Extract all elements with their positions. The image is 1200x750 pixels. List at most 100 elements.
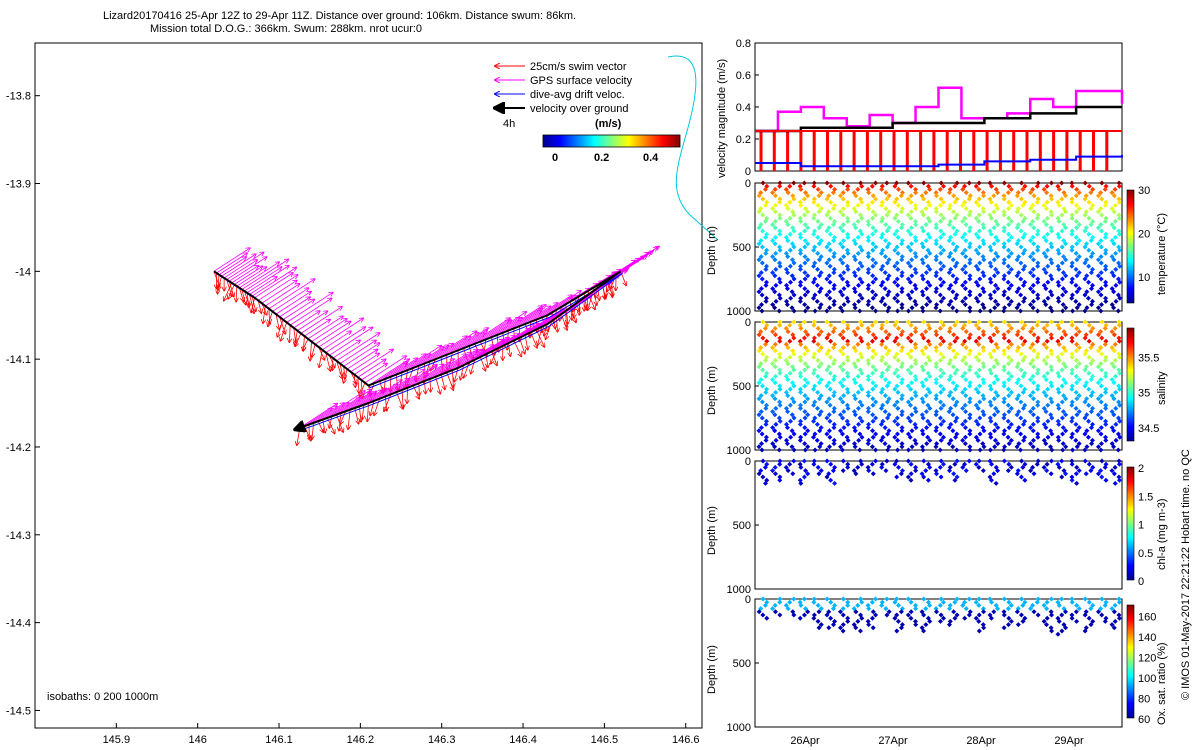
sal-data-point: [1006, 393, 1012, 399]
sal-data-point: [967, 399, 973, 405]
chl-data-point: [772, 471, 778, 477]
temp-data-point: [927, 202, 933, 208]
temp-data-point: [770, 190, 776, 196]
swim-vector: [464, 362, 470, 377]
sal-data-point: [805, 428, 811, 434]
temp-data-point: [798, 250, 804, 256]
swim-vector: [310, 341, 311, 361]
sal-data-point: [912, 373, 918, 379]
sal-data-point: [824, 399, 830, 405]
sal-data-point: [1001, 335, 1007, 341]
sal-data-point: [937, 447, 943, 453]
colorbar-unit-label: (m/s): [595, 118, 622, 130]
temp-data-point: [841, 270, 847, 276]
sal-data-point: [988, 370, 994, 376]
sal-data-point: [1049, 335, 1055, 341]
sal-data-point: [873, 431, 879, 437]
temp-data-point: [962, 199, 968, 205]
sal-data-point: [1103, 402, 1109, 408]
sal-data-point: [756, 428, 762, 434]
temp-data-point: [962, 183, 968, 189]
temp-data-point: [1005, 295, 1011, 301]
sal-data-point: [954, 319, 960, 325]
sal-data-point: [1018, 431, 1024, 437]
temp-data-point: [856, 298, 862, 304]
temp-data-point: [988, 231, 994, 237]
chl-data-point: [760, 474, 766, 480]
sal-data-point: [785, 361, 791, 367]
temp-data-point: [873, 292, 879, 298]
temp-data-point: [758, 238, 764, 244]
temp-data-point: [967, 308, 973, 314]
sal-data-point: [1099, 319, 1105, 325]
temp-data-point: [785, 222, 791, 228]
gps-vector: [385, 358, 417, 380]
sal-data-point: [791, 431, 797, 437]
sal-data-point: [905, 431, 911, 437]
sal-data-point: [805, 412, 811, 418]
chl-data-point: [1098, 468, 1104, 474]
sal-data-point: [995, 425, 1001, 431]
sal-data-point: [844, 402, 850, 408]
sal-data-point: [831, 409, 837, 415]
temp-data-point: [1074, 225, 1080, 231]
sal-data-point: [758, 361, 764, 367]
sal-data-point: [1088, 377, 1094, 383]
sal-data-point: [1056, 389, 1062, 395]
gps-vector: [282, 299, 314, 320]
temp-data-point: [950, 289, 956, 295]
sal-data-point: [838, 444, 844, 450]
sal-data-point: [967, 383, 973, 389]
temp-data-point: [1043, 238, 1049, 244]
sal-data-point: [839, 431, 845, 437]
map-y-tick-label: -14.4: [6, 618, 31, 630]
temp-data-point: [1049, 196, 1055, 202]
sal-data-point: [938, 351, 944, 357]
temp-data-point: [967, 260, 973, 266]
swim-vector: [268, 311, 273, 326]
sal-data-point: [967, 364, 973, 370]
map-y-tick-label: -14.1: [6, 354, 31, 366]
temp-data-point: [981, 209, 987, 215]
ox-data-point: [756, 609, 762, 615]
sal-data-point: [879, 341, 885, 347]
temp-data-point: [937, 202, 943, 208]
sal-data-point: [1045, 386, 1051, 392]
sal-data-point: [802, 431, 808, 437]
temp-data-point: [1055, 295, 1061, 301]
gps-vector: [339, 340, 376, 364]
chl-data-point: [1044, 461, 1050, 467]
sal-data-point: [762, 325, 768, 331]
temp-data-point: [975, 266, 981, 272]
gps-vector: [336, 333, 379, 362]
chl-data-point: [1112, 480, 1118, 486]
sal-data-point: [962, 418, 968, 424]
sal-data-point: [859, 402, 865, 408]
temp-data-point: [1049, 228, 1055, 234]
temp-data-point: [976, 212, 982, 218]
sal-data-point: [856, 421, 862, 427]
sal-data-point: [933, 345, 939, 351]
temp-data-point: [798, 295, 804, 301]
chl-data-point: [855, 464, 861, 470]
sal-data-point: [1043, 441, 1049, 447]
temp-data-point: [1034, 183, 1040, 189]
sal-data-point: [1041, 389, 1047, 395]
temp-data-point: [1116, 180, 1122, 186]
sal-data-point: [907, 402, 913, 408]
temp-data-point: [1001, 196, 1007, 202]
ox-y-tick-label: 0: [745, 594, 751, 606]
sal-data-point: [1008, 357, 1014, 363]
sal-data-point: [933, 409, 939, 415]
sal-data-point: [1088, 425, 1094, 431]
temp-data-point: [1014, 209, 1020, 215]
gps-vector: [354, 349, 393, 375]
sal-data-point: [1006, 354, 1012, 360]
sal-data-point: [1098, 441, 1104, 447]
sal-data-point: [840, 351, 846, 357]
gps-vector: [226, 260, 257, 280]
sal-data-point: [1063, 428, 1069, 434]
sal-data-point: [1082, 431, 1088, 437]
temp-data-point: [840, 244, 846, 250]
